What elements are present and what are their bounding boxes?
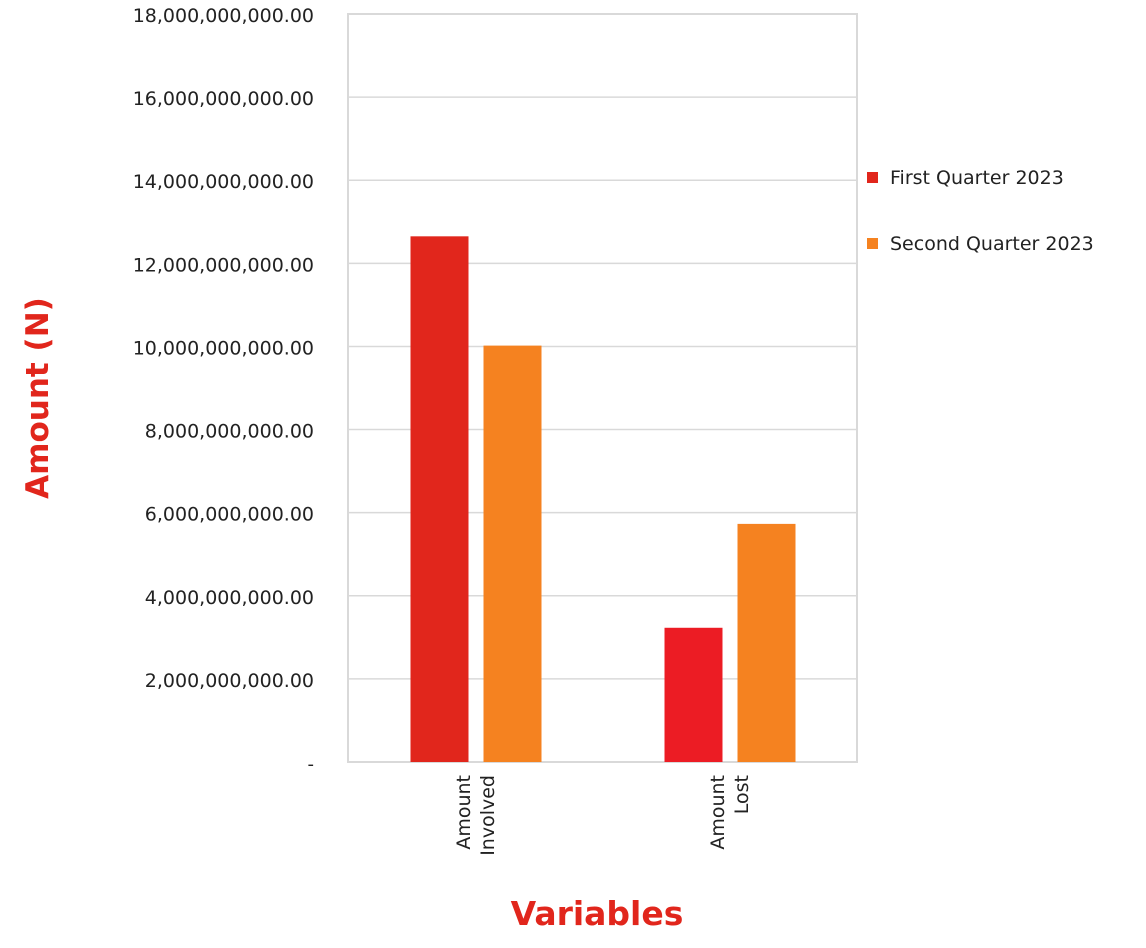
x-axis-title: Variables [511,894,684,933]
plot-area-border [347,13,858,763]
bar-second-quarter-0 [483,345,542,762]
bar-first-quarter-1 [664,627,723,762]
y-tick-label: 16,000,000,000.00 [133,88,314,110]
y-tick-label: 18,000,000,000.00 [133,5,314,27]
y-tick-label: 14,000,000,000.00 [133,171,314,193]
x-tick-label: Amount Lost [707,775,753,850]
y-tick-label: 8,000,000,000.00 [145,421,314,443]
y-tick-label: 2,000,000,000.00 [145,670,314,692]
legend-swatch-0 [867,172,878,183]
y-tick-label: - [308,754,315,775]
y-tick-label: 6,000,000,000.00 [145,504,314,526]
y-tick-label: 10,000,000,000.00 [133,337,314,359]
legend-label-0: First Quarter 2023 [890,167,1064,189]
y-tick-label: 12,000,000,000.00 [133,254,314,276]
y-tick-label: 4,000,000,000.00 [145,587,314,609]
legend-swatch-1 [867,238,878,249]
bar-second-quarter-1 [737,523,796,762]
bar-first-quarter-0 [410,236,469,763]
x-tick-label: Amount Involved [453,775,499,856]
y-axis-title: Amount (N) [20,297,56,499]
legend-label-1: Second Quarter 2023 [890,233,1094,255]
